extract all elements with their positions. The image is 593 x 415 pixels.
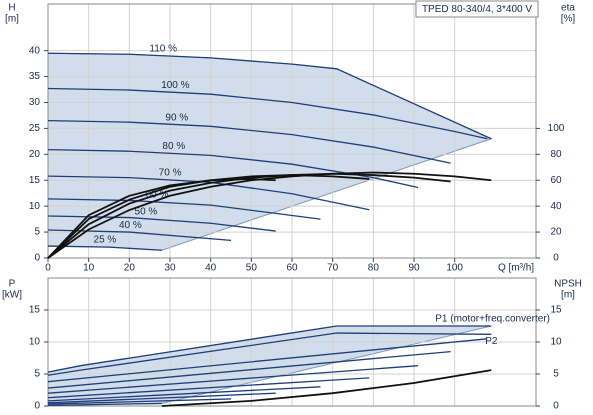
y-tick-label: 30 (29, 97, 41, 108)
y-axis-title: H (8, 3, 15, 14)
curve (47, 386, 321, 402)
curve (47, 402, 162, 407)
curve (47, 87, 488, 140)
x-tick-label: 10 (83, 263, 95, 274)
x-tick-label: 70 (327, 263, 339, 274)
curve (47, 338, 488, 383)
y-tick-label: 20 (29, 149, 41, 160)
y-tick-label: 40 (29, 45, 41, 56)
y2-axis-title: NPSH (554, 279, 582, 290)
curve (47, 332, 492, 376)
y-tick-label: 0 (34, 253, 40, 264)
curve (47, 325, 492, 373)
curve (47, 149, 419, 189)
x-tick-label: 60 (286, 263, 298, 274)
x-tick-label: 50 (246, 263, 258, 274)
y2-tick-label: 60 (550, 175, 562, 186)
curve (47, 245, 162, 251)
secondary-curve (47, 178, 276, 259)
y-tick-label: 5 (34, 227, 40, 238)
y2-tick-label: 5 (553, 369, 559, 380)
annotation: TPED 80-340/4, 3*400 V (422, 4, 532, 15)
y-tick-label: 5 (34, 369, 40, 380)
secondary-curve (47, 172, 451, 259)
x-tick-label: 30 (164, 263, 176, 274)
y2-tick-label: 40 (550, 201, 562, 212)
x-tick-label: 20 (124, 263, 136, 274)
curve-label: 90 % (165, 112, 188, 123)
y2-tick-label: 20 (550, 227, 562, 238)
y-tick-label: 10 (29, 337, 41, 348)
curve-label: 100 % (161, 80, 189, 91)
y-axis-title: P (9, 279, 16, 290)
y-tick-label: 15 (29, 305, 41, 316)
curve-label: 25 % (94, 235, 117, 246)
annotation-box (415, 0, 539, 18)
curve-label: P1 (motor+freq.converter) (435, 314, 550, 325)
curve (47, 52, 492, 140)
curve-label: 50 % (135, 206, 158, 217)
curve (47, 215, 276, 232)
y2-tick-label: 10 (550, 337, 562, 348)
y2-tick-label: 15 (550, 305, 562, 316)
y2-tick-label: 80 (550, 149, 562, 160)
curve (47, 365, 419, 394)
curve-label: 110 % (149, 43, 177, 54)
curve-label: P2 (485, 336, 498, 347)
y2-axis-unit: [m] (561, 290, 575, 301)
secondary-curve (47, 171, 492, 259)
y-axis-unit: [kW] (2, 290, 22, 301)
y2-tick-label: 0 (553, 401, 559, 412)
curve-label: 70 % (159, 168, 182, 179)
y-tick-label: 0 (34, 401, 40, 412)
x-tick-label: 100 (446, 263, 463, 274)
curve (47, 392, 276, 404)
x-axis-title: Q [m³/h] (498, 263, 534, 274)
y-axis-unit: [m] (5, 14, 19, 25)
curve-label: 40 % (119, 220, 142, 231)
x-tick-label: 90 (408, 263, 420, 274)
y-tick-label: 15 (29, 175, 41, 186)
curve (47, 398, 232, 405)
x-tick-label: 0 (45, 263, 51, 274)
curve (47, 377, 370, 399)
y2-tick-label: 0 (553, 253, 559, 264)
x-tick-label: 80 (368, 263, 380, 274)
y2-axis-title: eta (561, 3, 575, 14)
y2-tick-label: 100 (548, 123, 565, 134)
operating-range (47, 52, 493, 258)
x-tick-label: 40 (205, 263, 217, 274)
y-tick-label: 35 (29, 71, 41, 82)
y2-axis-unit: [%] (561, 14, 576, 25)
y-tick-label: 10 (29, 201, 41, 212)
curve (47, 119, 451, 164)
curve (47, 198, 321, 220)
curve (47, 350, 451, 389)
curve-label: 80 % (162, 141, 185, 152)
y-tick-label: 25 (29, 123, 41, 134)
secondary-curve (161, 369, 492, 407)
